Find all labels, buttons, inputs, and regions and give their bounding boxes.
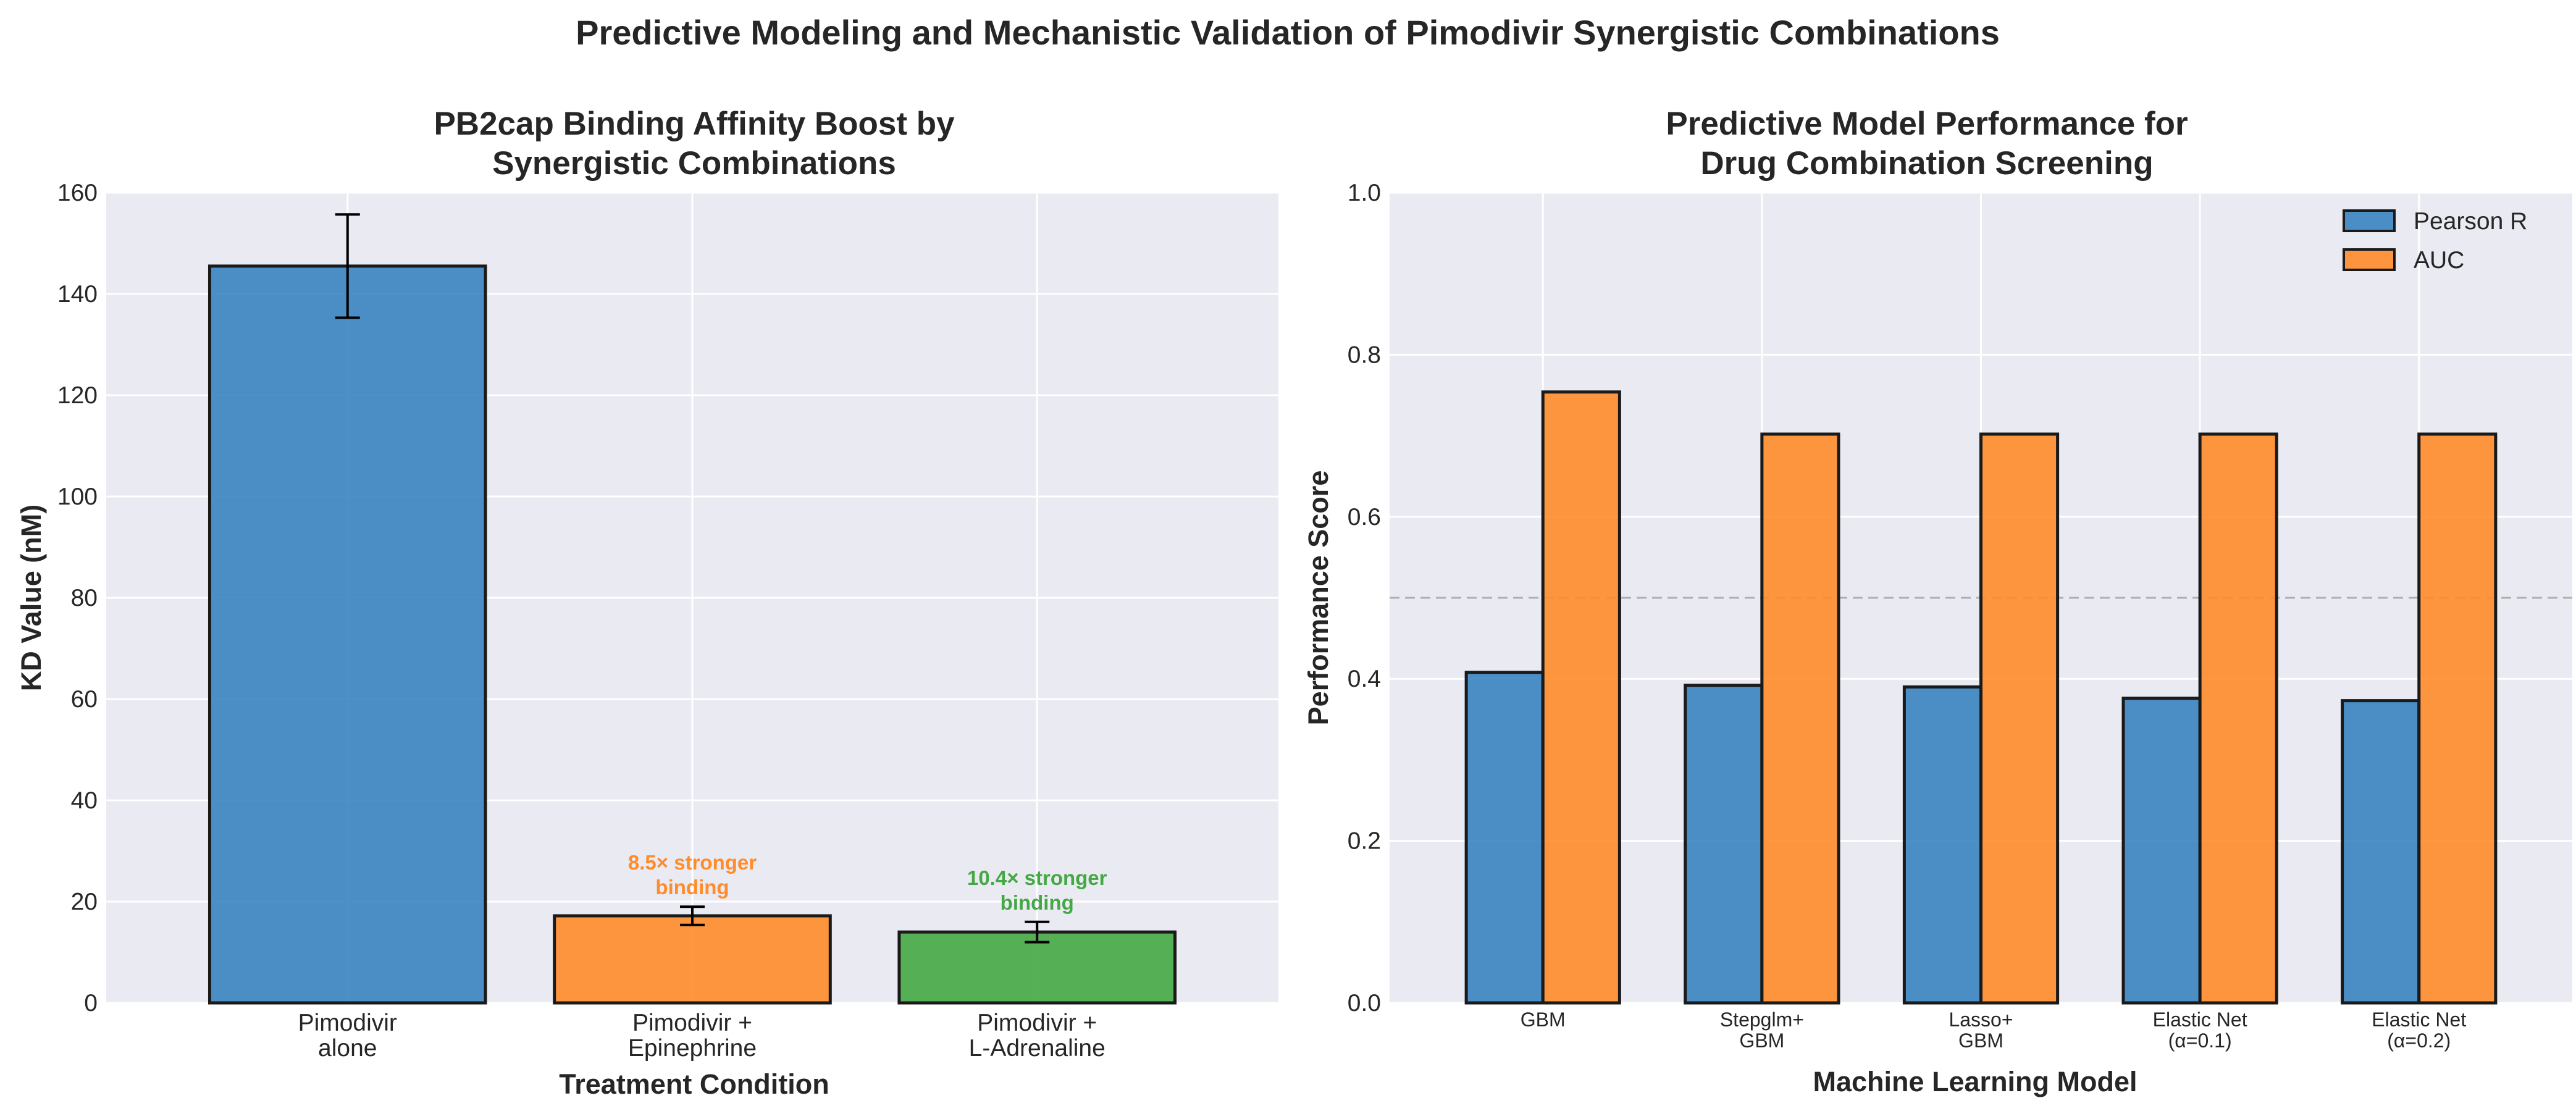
right-x-axis-label: Machine Learning Model: [1813, 1066, 2137, 1097]
left-y-tick-label: 60: [71, 686, 98, 713]
right-bar-auc: [1760, 432, 1840, 1005]
right-x-tick-label: GBM: [1521, 1008, 1566, 1031]
left-annotation-line: binding: [1001, 891, 1074, 914]
right-y-axis-label: Performance Score: [1303, 471, 1334, 726]
right-y-tick-label: 0.6: [1348, 504, 1381, 530]
left-annotation-line: 8.5× stronger: [628, 851, 757, 874]
right-bar-pearson: [2121, 697, 2202, 1005]
right-y-tick-label: 0.0: [1348, 990, 1381, 1016]
right-x-tick-label: GBM: [1958, 1029, 2003, 1052]
right-x-tick-label: GBM: [1739, 1029, 1784, 1052]
right-title-line-2: Drug Combination Screening: [1700, 145, 2153, 182]
left-title-line-1: PB2cap Binding Affinity Boost by: [434, 106, 955, 142]
left-panel: PB2cap Binding Affinity Boost by Synergi…: [15, 106, 1278, 1100]
left-y-tick-label: 0: [84, 990, 98, 1016]
left-x-tick-label: Epinephrine: [628, 1035, 757, 1062]
left-bar: [553, 914, 832, 1005]
legend-label-pearson: Pearson R: [2414, 208, 2527, 235]
left-y-tick-label: 80: [71, 585, 98, 611]
right-bar-auc: [2198, 432, 2278, 1005]
right-bar-auc: [1979, 432, 2060, 1005]
right-panel: Predictive Model Performance for Drug Co…: [1303, 106, 2572, 1097]
right-title-line-1: Predictive Model Performance for: [1666, 106, 2188, 142]
right-x-tick-label: (α=0.1): [2168, 1029, 2232, 1052]
left-x-tick-label: L-Adrenaline: [969, 1035, 1105, 1062]
left-x-axis-label: Treatment Condition: [559, 1068, 829, 1100]
left-x-tick-label: Pimodivir +: [632, 1010, 752, 1036]
left-y-tick-label: 100: [57, 484, 98, 510]
left-y-tick-label: 140: [57, 281, 98, 308]
right-x-tick-label: Stepglm+: [1720, 1008, 1804, 1031]
right-y-tick-label: 0.4: [1348, 666, 1381, 692]
right-y-tick-label: 0.2: [1348, 828, 1381, 855]
right-y-tick-label: 0.8: [1348, 342, 1381, 368]
right-bar-pearson: [1464, 671, 1545, 1005]
right-bar-pearson: [1902, 685, 1983, 1005]
right-x-tick-label: Elastic Net: [2372, 1008, 2466, 1031]
right-bar-pearson: [2341, 699, 2421, 1005]
left-y-axis-label: KD Value (nM): [15, 505, 47, 692]
right-bar-auc: [1541, 390, 1621, 1005]
right-bar-pearson: [1684, 684, 1764, 1005]
left-x-tick-label: Pimodivir: [298, 1010, 397, 1036]
left-annotation-line: binding: [655, 876, 729, 899]
left-y-tick-label: 120: [57, 382, 98, 409]
left-x-tick-label: Pimodivir +: [977, 1010, 1097, 1036]
left-annotation-line: 10.4× stronger: [967, 866, 1107, 889]
right-x-tick-label: Lasso+: [1949, 1008, 2013, 1031]
left-y-tick-label: 160: [57, 180, 98, 206]
left-bar: [208, 264, 487, 1005]
legend-swatch-auc: [2343, 248, 2396, 271]
left-y-tick-label: 20: [71, 889, 98, 915]
right-bar-auc: [2417, 432, 2498, 1005]
figure-title: Predictive Modeling and Mechanistic Vali…: [576, 13, 2000, 52]
right-y-tick-label: 1.0: [1348, 180, 1381, 206]
legend: Pearson R AUC: [2343, 208, 2527, 274]
left-bar: [897, 930, 1177, 1005]
legend-swatch-pearson: [2343, 209, 2396, 232]
legend-label-auc: AUC: [2414, 247, 2464, 274]
right-x-tick-label: Elastic Net: [2153, 1008, 2247, 1031]
left-y-tick-label: 40: [71, 787, 98, 814]
right-x-tick-label: (α=0.2): [2387, 1029, 2451, 1052]
left-title-line-2: Synergistic Combinations: [492, 145, 896, 182]
left-x-tick-label: alone: [318, 1035, 377, 1062]
